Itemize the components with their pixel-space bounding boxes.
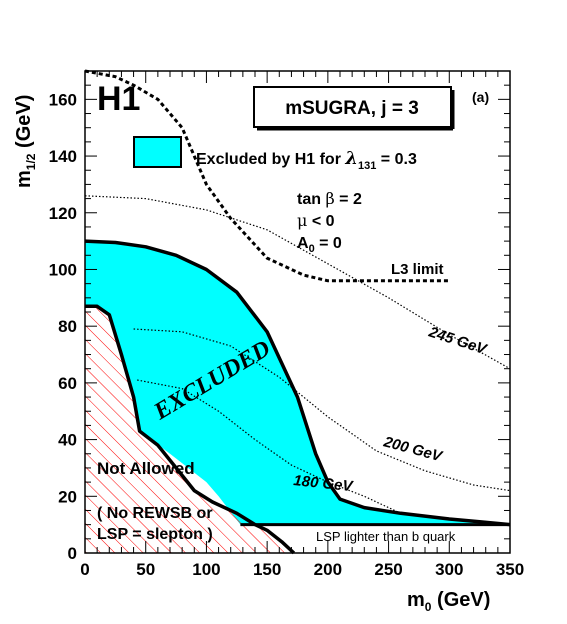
x-axis-title: m0 (GeV) — [407, 589, 490, 614]
chart-title: mSUGRA, j = 3 — [285, 98, 419, 119]
x-tick-label: 100 — [192, 560, 220, 579]
y-tick-label: 60 — [58, 374, 77, 393]
x-tick-label: 50 — [136, 560, 155, 579]
excluded-region — [85, 241, 510, 525]
param-tanb: tan β = 2 — [297, 189, 362, 208]
y-tick-label: 80 — [58, 317, 77, 336]
y-axis-title: m1/2 (GeV) — [13, 95, 38, 188]
not-allowed-region — [85, 306, 294, 553]
y-tick-label: 100 — [49, 260, 77, 279]
not-allowed-boundary — [85, 304, 296, 555]
y-tick-label: 120 — [49, 204, 77, 223]
y-tick-label: 40 — [58, 431, 77, 450]
excluded-boundary — [84, 239, 511, 527]
param-mu: μ < 0 — [297, 211, 335, 230]
not-allowed-label: Not Allowed — [97, 459, 195, 478]
y-tick-label: 160 — [49, 90, 77, 109]
legend-swatch — [133, 136, 182, 168]
series-label-200: 200 GeV — [381, 433, 445, 466]
series-line-3 — [137, 379, 401, 514]
experiment-label: H1 — [97, 80, 140, 118]
lsp-label: LSP lighter than b quark — [316, 529, 456, 544]
not-allowed-reason-1: ( No REWSB or — [97, 505, 213, 522]
y-tick-label: 20 — [58, 487, 77, 506]
series-label-180: 180 GeV — [293, 472, 356, 495]
x-tick-label: 350 — [496, 560, 524, 579]
series-layer — [84, 69, 511, 514]
panel-label: (a) — [472, 89, 489, 105]
series-line-2 — [133, 328, 511, 492]
x-tick-label: 300 — [435, 560, 463, 579]
y-tick-label: 0 — [68, 544, 77, 563]
y-tick-label: 140 — [49, 147, 77, 166]
tick-layer: 0 50 100 150 200 250 300 350 0 20 40 60 80 100 120 140 1… — [49, 70, 524, 579]
series-line-0 — [84, 69, 450, 283]
legend-label: Excluded by H1 for λ131 = 0.3 — [196, 148, 417, 172]
param-a0: A0 = 0 — [297, 235, 342, 255]
series-label-245: 245 GeV — [426, 323, 490, 358]
title-box — [253, 86, 452, 128]
series-label-l3: L3 limit — [391, 261, 444, 278]
x-tick-label: 0 — [80, 560, 89, 579]
x-tick-label: 150 — [253, 560, 281, 579]
x-tick-label: 250 — [374, 560, 402, 579]
not-allowed-reason-2: LSP = slepton ) — [97, 526, 213, 543]
x-tick-label: 200 — [314, 560, 342, 579]
series-line-1 — [84, 195, 511, 370]
